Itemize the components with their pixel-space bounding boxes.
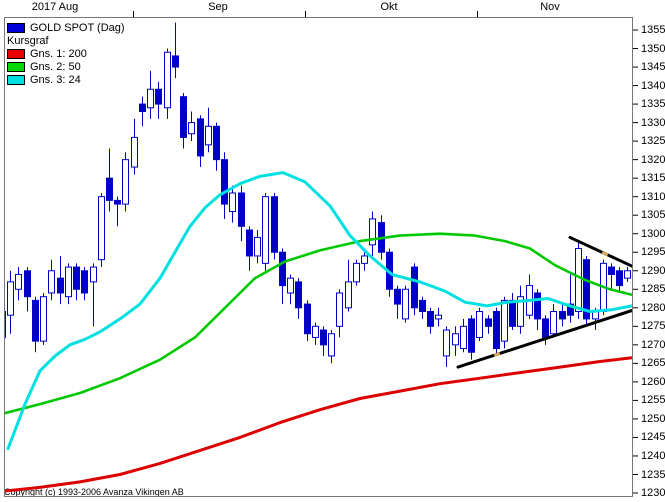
kursgraf-label: Kursgraf [7,34,49,47]
ma-200-line [5,356,632,493]
ma50-color-swatch [7,61,25,72]
x-axis-label: 2017 Aug [31,1,79,13]
legend-item-series: GOLD SPOT (Dag) [7,21,125,34]
ma-24-line [6,171,632,451]
ma200-label: Gns. 1: 200 [30,47,87,60]
legend-item-ma200: Gns. 1: 200 [7,47,125,60]
x-axis-label: Nov [540,1,560,13]
x-axis: 2017 Aug Sep Okt Nov [0,0,665,16]
series-color-swatch [7,22,25,33]
ma24-label: Gns. 3: 24 [30,73,81,86]
trendline-handle[interactable] [493,352,501,357]
trendline-handle[interactable] [601,251,609,257]
ma24-color-swatch [7,74,25,85]
copyright-text: Copyright (c) 1993-2006 Avanza Vikingen … [4,487,184,497]
trendline-lower[interactable] [456,308,638,369]
plot-border [4,17,633,497]
ma50-label: Gns. 2: 50 [30,60,81,73]
x-axis-label: Sep [208,1,228,13]
chart-legend: GOLD SPOT (Dag) Kursgraf Gns. 1: 200 Gns… [7,21,125,86]
ma200-color-swatch [7,48,25,59]
legend-item-ma24: Gns. 3: 24 [7,73,125,86]
legend-item-ma50: Gns. 2: 50 [7,60,125,73]
series-title: GOLD SPOT (Dag) [30,21,125,34]
ma-50-line [5,232,632,415]
legend-item-kursgraf: Kursgraf [7,34,125,47]
x-axis-label: Okt [380,1,398,13]
